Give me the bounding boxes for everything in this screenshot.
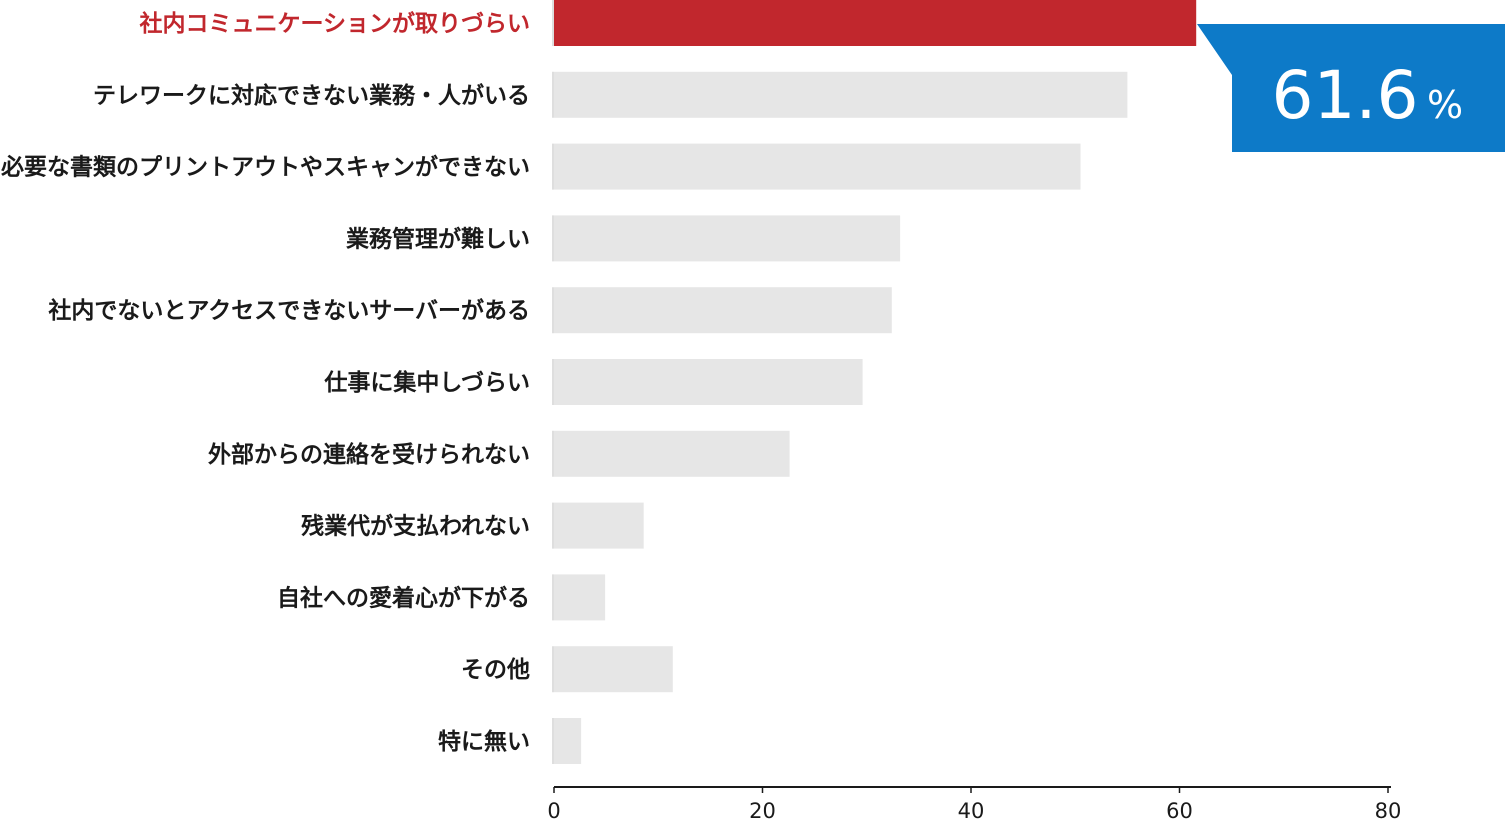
highlight-callout: 61.6 %	[1197, 24, 1505, 152]
category-label-1: テレワークに対応できない業務・人がいる	[93, 82, 530, 109]
bar-2	[554, 143, 1081, 190]
category-label-6: 外部からの連絡を受けられない	[208, 441, 530, 468]
category-labels: 社内コミュニケーションが取りづらいテレワークに対応できない業務・人がいる必要な書…	[1, 10, 530, 755]
category-label-0: 社内コミュニケーションが取りづらい	[139, 10, 530, 37]
category-label-5: 仕事に集中しづらい	[323, 369, 530, 396]
bar-0	[554, 0, 1197, 46]
bar-1	[554, 71, 1128, 118]
x-tick-label-3: 60	[1166, 799, 1193, 823]
bars-layer	[552, 0, 1197, 764]
bar-10	[554, 718, 582, 764]
callout-unit: %	[1427, 83, 1463, 127]
callout-badge	[1197, 24, 1505, 152]
x-tick-label-4: 80	[1375, 799, 1402, 823]
x-tick-label-2: 40	[958, 799, 985, 823]
x-axis: 0 20 40 60 80	[547, 786, 1402, 823]
category-label-3: 業務管理が難しい	[345, 225, 530, 252]
bar-4	[554, 287, 892, 334]
x-tick-label-0: 0	[547, 799, 560, 823]
bar-8	[554, 574, 606, 621]
bar-6	[554, 430, 790, 477]
category-label-4: 社内でないとアクセスできないサーバーがある	[48, 297, 530, 324]
bar-3	[554, 215, 901, 262]
bar-7	[554, 502, 644, 549]
category-label-7: 残業代が支払われない	[301, 513, 530, 540]
bar-9	[554, 646, 673, 693]
category-label-10: 特に無い	[438, 729, 530, 755]
category-label-9: その他	[461, 657, 530, 683]
x-tick-label-1: 20	[749, 799, 776, 823]
bar-5	[554, 359, 863, 405]
category-label-8: 自社への愛着心が下がる	[277, 584, 530, 611]
callout-value: 61.6	[1272, 57, 1419, 134]
category-label-2: 必要な書類のプリントアウトやスキャンができない	[1, 154, 530, 181]
